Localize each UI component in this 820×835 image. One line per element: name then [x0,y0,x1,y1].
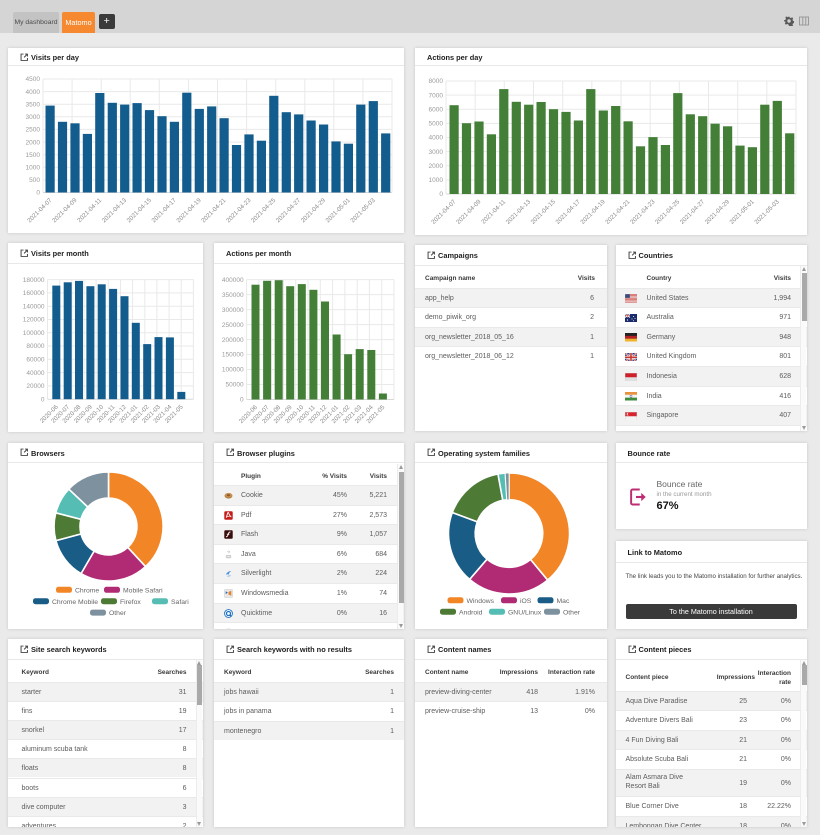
svg-text:2021-04-07: 2021-04-07 [430,198,458,226]
svg-text:2021-04-27: 2021-04-27 [275,197,303,225]
svg-text:4000: 4000 [26,89,41,96]
svg-text:160000: 160000 [23,290,45,297]
svg-text:2021-04-25: 2021-04-25 [654,198,682,226]
svg-text:2021-04-27: 2021-04-27 [679,198,707,226]
svg-text:2021-04-19: 2021-04-19 [579,198,607,226]
svg-text:100000: 100000 [23,330,45,337]
svg-text:0: 0 [439,191,443,198]
svg-text:GNU/Linux: GNU/Linux [508,609,542,616]
svg-text:2021-04-29: 2021-04-29 [300,197,328,225]
svg-text:2021-04-19: 2021-04-19 [175,197,203,225]
svg-text:350000: 350000 [222,292,244,299]
svg-text:2021-04-11: 2021-04-11 [76,197,103,224]
svg-text:400000: 400000 [222,277,244,284]
svg-text:Mobile Safari: Mobile Safari [123,587,163,594]
svg-text:2000: 2000 [429,163,444,170]
svg-text:Chrome: Chrome [75,587,99,594]
svg-text:2021-04-07: 2021-04-07 [26,197,54,225]
svg-text:8000: 8000 [429,78,444,85]
svg-text:500: 500 [29,177,40,184]
svg-text:2021-04-15: 2021-04-15 [530,198,558,226]
svg-text:2021-04-11: 2021-04-11 [480,198,507,225]
svg-text:Safari: Safari [171,598,189,605]
svg-text:80000: 80000 [26,343,44,350]
svg-text:2021-04-13: 2021-04-13 [101,197,129,225]
svg-text:2021-05-01: 2021-05-01 [324,197,352,225]
svg-text:Mac: Mac [557,597,570,604]
svg-text:2021-04-13: 2021-04-13 [505,198,533,226]
svg-text:140000: 140000 [23,303,45,310]
svg-text:Chrome Mobile: Chrome Mobile [52,598,98,605]
svg-text:Android: Android [459,609,483,616]
svg-text:2021-04-15: 2021-04-15 [126,197,154,225]
svg-text:50000: 50000 [226,382,244,389]
svg-text:Windows: Windows [467,597,495,604]
svg-text:5000: 5000 [429,121,444,128]
svg-text:0: 0 [41,396,45,403]
svg-text:100000: 100000 [222,367,244,374]
svg-text:180000: 180000 [23,277,45,284]
svg-text:1000: 1000 [429,177,444,184]
svg-text:iOS: iOS [520,597,532,604]
svg-text:3000: 3000 [429,149,444,156]
svg-text:4000: 4000 [429,135,444,142]
svg-text:2021-04-09: 2021-04-09 [51,197,79,225]
svg-text:300000: 300000 [222,307,244,314]
svg-text:Other: Other [563,609,581,616]
svg-text:20000: 20000 [26,383,44,390]
svg-text:2021-04-29: 2021-04-29 [704,198,732,226]
svg-text:2021-04-17: 2021-04-17 [554,198,582,226]
svg-text:60000: 60000 [26,357,44,364]
svg-text:2500: 2500 [26,127,41,134]
svg-text:2021-04-21: 2021-04-21 [604,198,632,226]
svg-text:0: 0 [36,190,40,197]
svg-text:2021-04-21: 2021-04-21 [200,197,228,225]
svg-text:2021-04-23: 2021-04-23 [629,198,657,226]
svg-text:250000: 250000 [222,322,244,329]
svg-text:2021-05-01: 2021-05-01 [728,198,756,226]
svg-text:1500: 1500 [26,152,41,159]
svg-text:Other: Other [109,610,127,617]
svg-text:1000: 1000 [26,165,41,172]
svg-text:7000: 7000 [429,92,444,99]
svg-text:200000: 200000 [222,337,244,344]
svg-text:4500: 4500 [26,76,41,83]
svg-text:6000: 6000 [429,107,444,114]
svg-text:40000: 40000 [26,370,44,377]
svg-text:0: 0 [240,397,244,404]
svg-text:2021-04-17: 2021-04-17 [150,197,178,225]
svg-text:3000: 3000 [26,114,41,121]
svg-text:2021-05-03: 2021-05-03 [753,198,781,226]
svg-text:2021-04-25: 2021-04-25 [250,197,278,225]
svg-text:2021-04-23: 2021-04-23 [225,197,253,225]
svg-text:2000: 2000 [26,139,41,146]
svg-text:120000: 120000 [23,317,45,324]
svg-text:150000: 150000 [222,352,244,359]
svg-text:2021-04-09: 2021-04-09 [455,198,483,226]
svg-text:Firefox: Firefox [120,598,141,605]
svg-text:3500: 3500 [26,101,41,108]
svg-text:2021-05-03: 2021-05-03 [349,197,377,225]
